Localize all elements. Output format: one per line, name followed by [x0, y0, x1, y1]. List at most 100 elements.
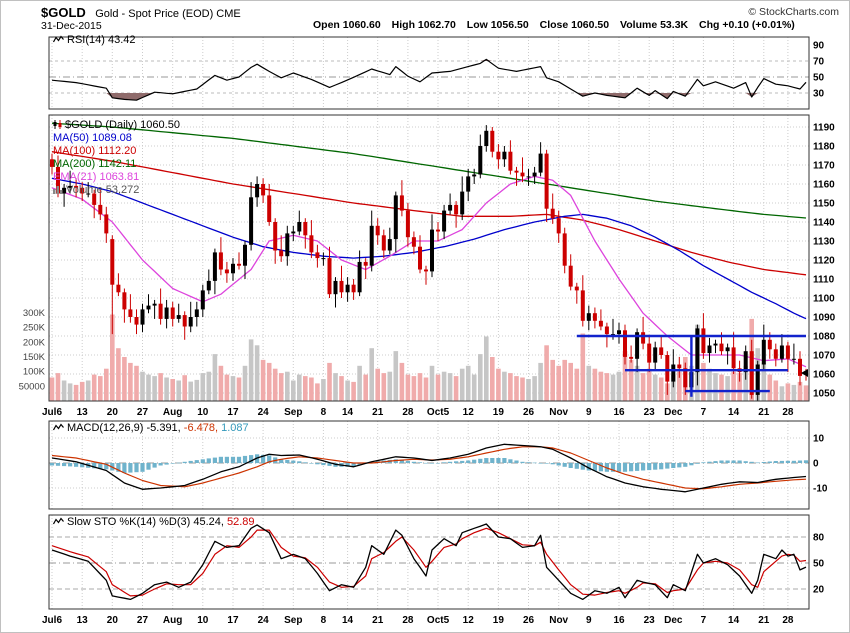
svg-text:1090: 1090: [813, 313, 836, 324]
svg-text:Nov: Nov: [549, 407, 568, 418]
rsi-value: 43.42: [107, 34, 136, 46]
svg-text:19: 19: [493, 407, 505, 418]
legend-symbol: $GOLD (Daily) 1060.50: [65, 119, 180, 131]
svg-text:Jul6: Jul6: [42, 407, 62, 418]
macd-value: -5.391,: [146, 422, 181, 434]
svg-text:12: 12: [463, 407, 475, 418]
svg-text:27: 27: [137, 615, 149, 626]
svg-text:20: 20: [107, 615, 119, 626]
svg-text:21: 21: [372, 615, 384, 626]
svg-text:17: 17: [227, 615, 239, 626]
svg-text:100K: 100K: [23, 367, 46, 378]
svg-text:1130: 1130: [813, 237, 835, 248]
svg-text:23: 23: [644, 615, 656, 626]
quote-low: Low 1056.50: [466, 19, 529, 31]
stochastic-plot: [51, 523, 807, 601]
svg-text:17: 17: [227, 407, 239, 418]
moving-average-lines: [51, 122, 807, 368]
svg-text:13: 13: [77, 615, 89, 626]
svg-text:1070: 1070: [813, 351, 836, 362]
svg-text:1110: 1110: [813, 275, 835, 286]
quote-bar: Open 1060.60 High 1062.70 Low 1056.50 Cl…: [313, 19, 803, 31]
svg-text:16: 16: [613, 615, 625, 626]
quote-change: Chg +0.10 (+0.01%): [699, 19, 795, 31]
svg-text:1080: 1080: [813, 332, 836, 343]
svg-text:1140: 1140: [813, 218, 835, 229]
macd-hist-value: 1.087: [221, 422, 249, 434]
chart-title: Gold - Spot Price (EOD) CME: [95, 8, 241, 20]
svg-text:20: 20: [813, 585, 825, 596]
svg-text:14: 14: [728, 407, 740, 418]
svg-text:14: 14: [728, 615, 740, 626]
svg-text:19: 19: [493, 615, 505, 626]
svg-text:1150: 1150: [813, 199, 835, 210]
svg-text:14: 14: [342, 615, 354, 626]
svg-text:70: 70: [813, 57, 825, 68]
svg-text:10: 10: [197, 615, 209, 626]
sto-label: Slow STO %K(14) %D(3): [67, 516, 191, 528]
svg-text:16: 16: [613, 407, 625, 418]
svg-text:10: 10: [197, 407, 209, 418]
svg-text:Jul6: Jul6: [42, 615, 62, 626]
rsi-plot: [51, 58, 807, 101]
svg-text:1100: 1100: [813, 294, 835, 305]
macd-signal-value: -6.478,: [183, 422, 219, 434]
svg-text:8: 8: [321, 615, 327, 626]
annotation-lines: [576, 334, 806, 397]
svg-text:1170: 1170: [813, 161, 835, 172]
macd-plot: [49, 443, 809, 493]
svg-text:23: 23: [644, 407, 656, 418]
legend-ma50: MA(50) 1089.08: [53, 132, 132, 144]
svg-text:24: 24: [258, 615, 270, 626]
svg-text:28: 28: [402, 407, 414, 418]
macd-label: MACD(12,26,9): [67, 422, 144, 434]
svg-text:Oct5: Oct5: [427, 407, 450, 418]
svg-text:50: 50: [813, 73, 825, 84]
svg-text:Dec: Dec: [664, 407, 683, 418]
indicator-icon: [52, 517, 64, 530]
quote-volume: Volume 53.3K: [620, 19, 689, 31]
quote-close: Close 1060.50: [539, 19, 610, 31]
svg-text:13: 13: [77, 407, 89, 418]
volume-bars-icon: [53, 185, 63, 198]
svg-text:21: 21: [758, 407, 770, 418]
svg-text:24: 24: [258, 407, 270, 418]
svg-text:Nov: Nov: [549, 615, 568, 626]
y-axis-labels: 1190 1180 1170 1160 1150 1140 1130 1120 1110 1100…: [19, 41, 836, 596]
grid-lines: [49, 37, 809, 609]
legend-ma200: MA(200) 1142.11: [53, 158, 137, 170]
svg-text:Dec: Dec: [664, 615, 683, 626]
svg-text:7: 7: [701, 407, 707, 418]
svg-text:300K: 300K: [23, 308, 46, 319]
legend-symbol-row: $GOLD (Daily) 1060.50: [53, 119, 180, 132]
quote-high: High 1062.70: [391, 19, 456, 31]
svg-text:50000: 50000: [19, 381, 45, 392]
svg-text:28: 28: [782, 615, 794, 626]
svg-text:1180: 1180: [813, 142, 835, 153]
svg-text:1060: 1060: [813, 370, 836, 381]
x-axis-labels: Jul6 Jul6 13 13 20 20 27 27 Aug Aug 10 10 17 17 24 24 Se…: [42, 407, 794, 626]
legend-volume: Volume 53,272: [66, 184, 140, 196]
svg-text:-10: -10: [813, 484, 828, 495]
svg-text:50: 50: [813, 559, 825, 570]
legend-volume-row: Volume 53,272: [53, 184, 180, 197]
svg-text:14: 14: [342, 407, 354, 418]
svg-text:7: 7: [701, 615, 707, 626]
svg-text:30: 30: [813, 89, 825, 100]
svg-text:9: 9: [586, 615, 592, 626]
indicator-icon: [52, 35, 64, 48]
candlesticks: [50, 125, 808, 401]
svg-text:Aug: Aug: [163, 407, 182, 418]
svg-text:Sep: Sep: [284, 615, 302, 626]
sto-d-value: 52.89: [227, 516, 255, 528]
sto-legend: Slow STO %K(14) %D(3) 45.24, 52.89: [52, 516, 255, 530]
macd-legend: MACD(12,26,9) -5.391, -6.478, 1.087: [52, 422, 249, 436]
svg-text:1050: 1050: [813, 389, 836, 400]
quote-open: Open 1060.60: [313, 19, 381, 31]
copyright-text: © StockCharts.com: [748, 6, 839, 18]
ticker-symbol: $GOLD: [41, 5, 86, 20]
svg-text:9: 9: [586, 407, 592, 418]
svg-text:1120: 1120: [813, 256, 835, 267]
